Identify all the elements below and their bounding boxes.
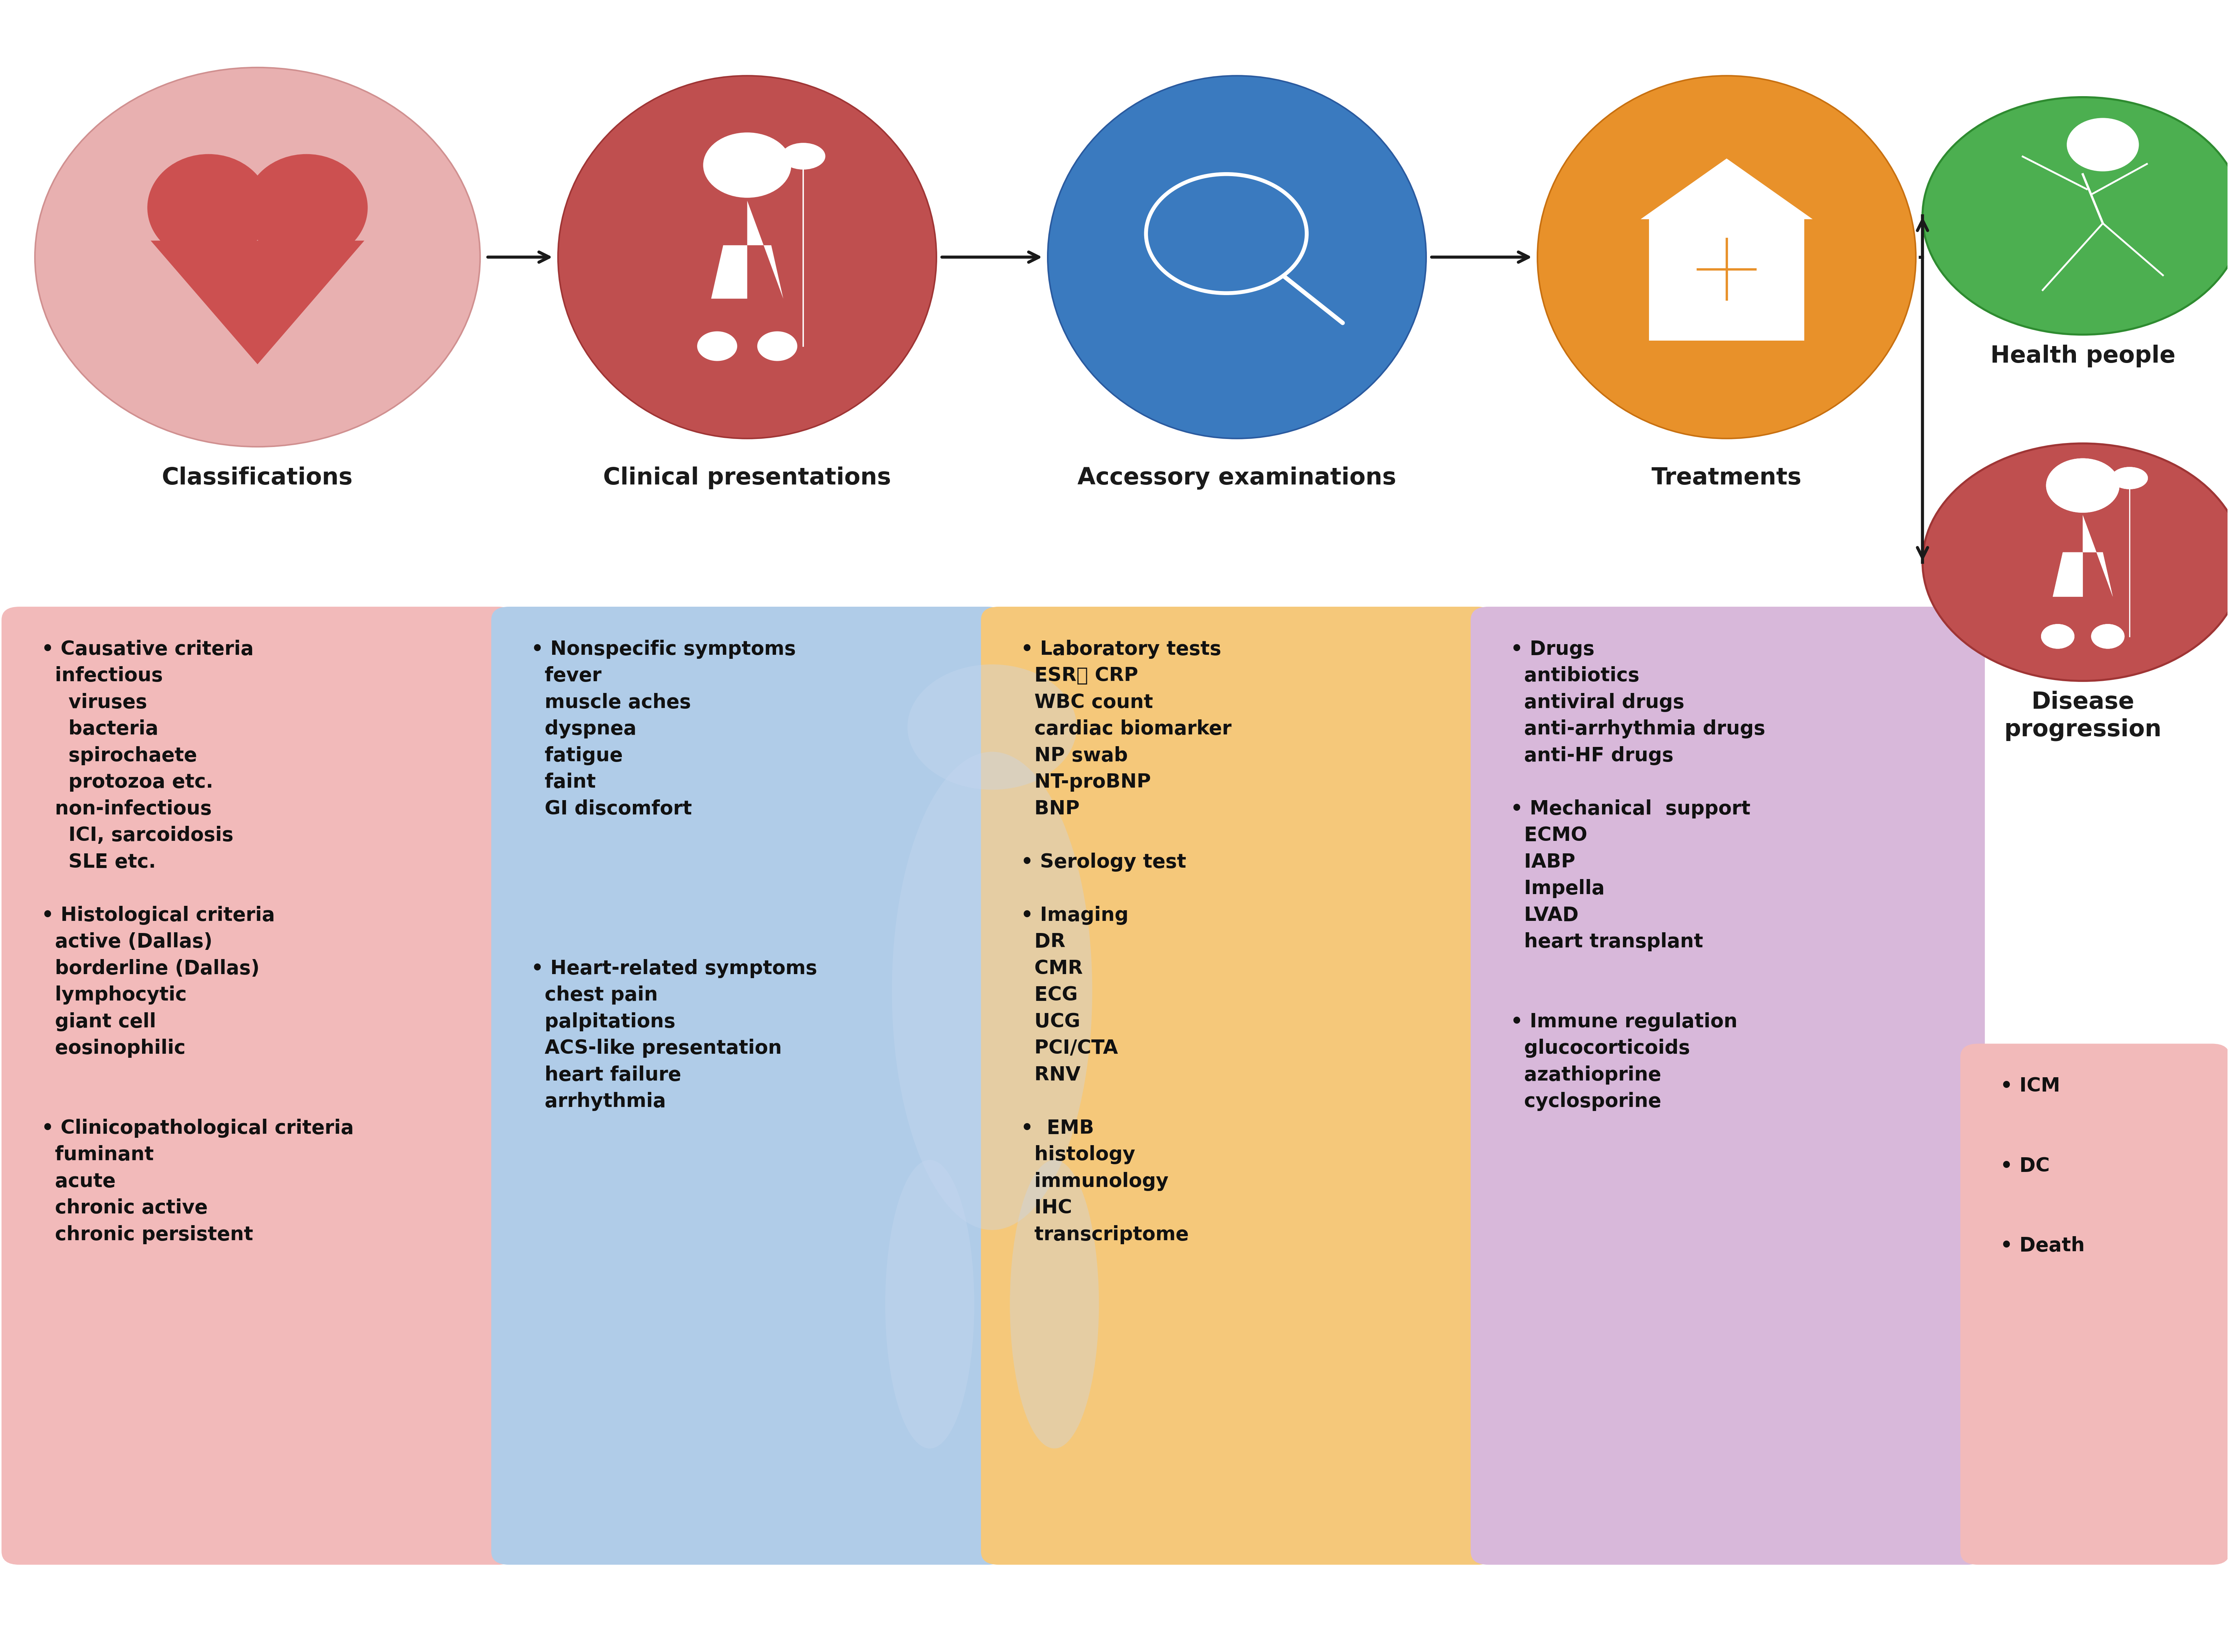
- Text: • Causative criteria
  infectious
    viruses
    bacteria
    spirochaete
    p: • Causative criteria infectious viruses …: [42, 639, 354, 1244]
- Ellipse shape: [557, 76, 936, 438]
- Circle shape: [702, 132, 791, 198]
- FancyBboxPatch shape: [981, 606, 1496, 1564]
- Ellipse shape: [2111, 468, 2149, 489]
- Polygon shape: [2053, 515, 2113, 596]
- Text: Disease
progression: Disease progression: [2004, 691, 2162, 742]
- Ellipse shape: [1538, 76, 1917, 438]
- Ellipse shape: [782, 142, 825, 170]
- Text: Health people: Health people: [1990, 345, 2176, 367]
- Circle shape: [2046, 458, 2120, 512]
- Text: • ICM


• DC


• Death: • ICM • DC • Death: [1999, 1077, 2084, 1256]
- Text: Classifications: Classifications: [163, 466, 352, 489]
- FancyBboxPatch shape: [1649, 220, 1805, 340]
- Ellipse shape: [1010, 1160, 1099, 1449]
- Circle shape: [2046, 458, 2120, 512]
- Circle shape: [2091, 624, 2124, 649]
- Circle shape: [2091, 624, 2124, 649]
- Ellipse shape: [1048, 76, 1427, 438]
- Ellipse shape: [2111, 468, 2149, 489]
- Circle shape: [2042, 624, 2075, 649]
- Text: • Nonspecific symptoms
  fever
  muscle aches
  dyspnea
  fatigue
  faint
  GI d: • Nonspecific symptoms fever muscle ache…: [531, 639, 818, 1112]
- Ellipse shape: [36, 68, 479, 446]
- Ellipse shape: [245, 154, 368, 261]
- Text: Clinical presentations: Clinical presentations: [604, 466, 892, 489]
- Polygon shape: [152, 241, 363, 365]
- Circle shape: [758, 332, 798, 362]
- Ellipse shape: [147, 154, 270, 261]
- Text: • Laboratory tests
  ESR、 CRP
  WBC count
  cardiac biomarker
  NP swab
  NT-pro: • Laboratory tests ESR、 CRP WBC count ca…: [1021, 639, 1233, 1244]
- FancyBboxPatch shape: [1959, 1044, 2229, 1564]
- Circle shape: [698, 332, 738, 362]
- Polygon shape: [2053, 515, 2113, 596]
- Polygon shape: [1641, 159, 1812, 220]
- Circle shape: [2042, 624, 2075, 649]
- Circle shape: [1924, 97, 2229, 335]
- Polygon shape: [711, 202, 782, 299]
- Ellipse shape: [892, 752, 1092, 1231]
- Circle shape: [1924, 443, 2229, 681]
- Text: Accessory examinations: Accessory examinations: [1077, 466, 1395, 489]
- Text: • Drugs
  antibiotics
  antiviral drugs
  anti-arrhythmia drugs
  anti-HF drugs
: • Drugs antibiotics antiviral drugs anti…: [1511, 639, 1765, 1112]
- Circle shape: [2066, 117, 2140, 172]
- FancyBboxPatch shape: [2, 606, 515, 1564]
- FancyBboxPatch shape: [490, 606, 1005, 1564]
- Text: Treatments: Treatments: [1652, 466, 1801, 489]
- FancyBboxPatch shape: [1471, 606, 1984, 1564]
- Ellipse shape: [885, 1160, 974, 1449]
- Circle shape: [907, 664, 1077, 790]
